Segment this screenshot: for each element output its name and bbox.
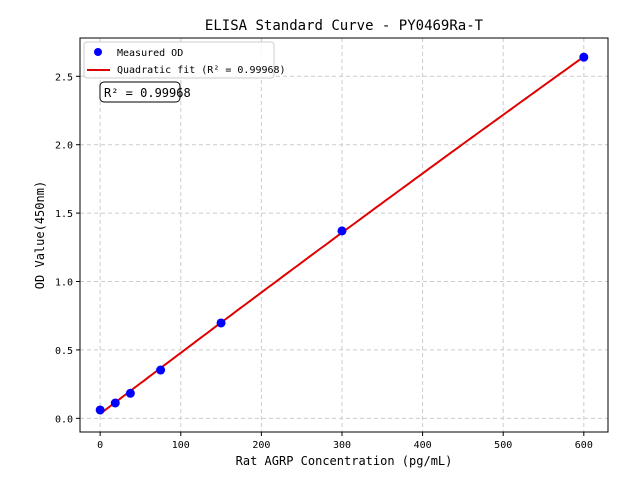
y-tick-label: 1.0 bbox=[55, 278, 73, 289]
x-tick-label: 100 bbox=[172, 440, 190, 451]
y-tick-label: 1.5 bbox=[55, 209, 73, 220]
legend-label-fit: Quadratic fit (R² = 0.99968) bbox=[117, 65, 286, 76]
chart-title: ELISA Standard Curve - PY0469Ra-T bbox=[205, 18, 484, 34]
r2-annotation-text: R² = 0.99968 bbox=[104, 86, 191, 100]
plot-frame bbox=[79, 37, 609, 433]
y-tick-label: 0.5 bbox=[55, 346, 73, 357]
x-tick-label: 200 bbox=[252, 440, 270, 451]
legend-label-measured: Measured OD bbox=[117, 48, 183, 59]
x-tick-label: 0 bbox=[97, 440, 103, 451]
data-point bbox=[216, 318, 226, 328]
data-point bbox=[110, 398, 120, 408]
data-point bbox=[337, 226, 347, 236]
data-point bbox=[579, 52, 589, 62]
legend-marker-measured bbox=[94, 48, 102, 56]
y-tick-label: 2.5 bbox=[55, 72, 73, 83]
data-point bbox=[156, 365, 166, 375]
x-tick-label: 300 bbox=[333, 440, 351, 451]
x-tick-label: 500 bbox=[494, 440, 512, 451]
x-tick-label: 600 bbox=[575, 440, 593, 451]
data-point bbox=[125, 388, 135, 398]
data-point bbox=[95, 405, 105, 415]
y-tick-label: 2.0 bbox=[55, 141, 73, 152]
r2-annotation: R² = 0.99968 bbox=[99, 81, 191, 103]
x-axis-label: Rat AGRP Concentration (pg/mL) bbox=[236, 454, 453, 468]
y-tick-label: 0.0 bbox=[55, 414, 73, 425]
y-axis-label: OD Value(450nm) bbox=[33, 181, 47, 289]
legend: Measured OD Quadratic fit (R² = 0.99968) bbox=[83, 41, 286, 79]
x-tick-label: 400 bbox=[414, 440, 432, 451]
ticks: 0 100 200 300 400 500 600 0.0 0.5 1.0 1.5 2.0 2.5 bbox=[55, 72, 593, 451]
points-group bbox=[95, 52, 589, 415]
